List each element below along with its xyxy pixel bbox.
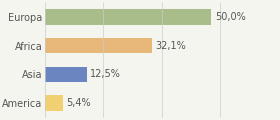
Bar: [45, 9, 211, 24]
Bar: [45, 66, 87, 82]
Text: 5,4%: 5,4%: [66, 98, 91, 108]
Bar: [45, 38, 152, 54]
Bar: [45, 96, 63, 111]
Text: 32,1%: 32,1%: [155, 41, 186, 51]
Text: 50,0%: 50,0%: [215, 12, 246, 22]
Text: 12,5%: 12,5%: [90, 69, 121, 79]
